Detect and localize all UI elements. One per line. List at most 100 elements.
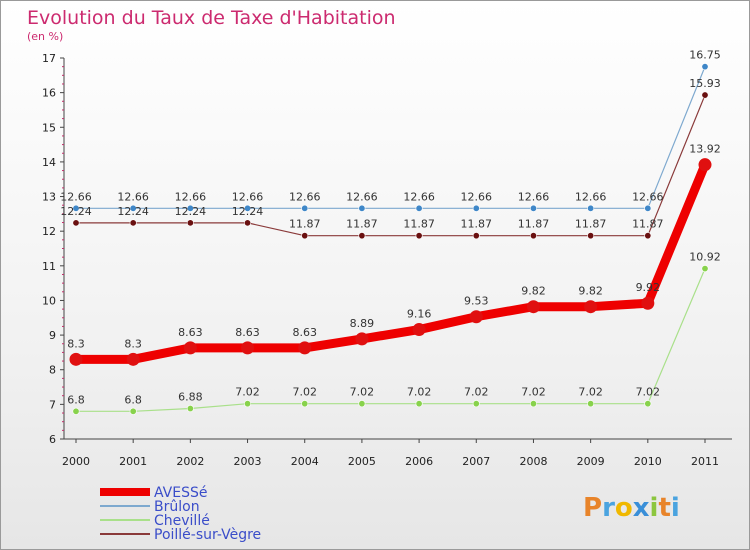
series-point-2 (358, 400, 366, 408)
x-tick-label: 2007 (462, 455, 490, 468)
series-point-0 (298, 341, 312, 355)
series-point-1 (472, 204, 480, 212)
data-label-2: 7.02 (578, 386, 603, 399)
series-point-2 (244, 400, 252, 408)
y-tick-label: 7 (49, 398, 56, 411)
x-tick-label: 2011 (691, 455, 719, 468)
series-point-3 (72, 219, 80, 227)
series-point-1 (701, 63, 709, 71)
series-point-0 (698, 158, 712, 172)
data-label-0: 13.92 (689, 143, 721, 156)
series-point-2 (472, 400, 480, 408)
x-tick-label: 2000 (62, 455, 90, 468)
series-point-1 (244, 204, 252, 212)
data-label-2: 7.02 (235, 386, 260, 399)
legend-label-0: AVESSé (154, 485, 208, 501)
series-point-2 (529, 400, 537, 408)
series-point-2 (301, 400, 309, 408)
data-label-2: 10.92 (689, 251, 721, 264)
series-point-1 (415, 204, 423, 212)
x-tick-label: 2001 (119, 455, 147, 468)
y-tick-label: 17 (42, 52, 56, 65)
legend-label-2: Chevillé (154, 513, 210, 529)
data-label-3: 11.87 (403, 218, 435, 231)
y-tick-label: 14 (42, 156, 56, 169)
series-point-1 (72, 204, 80, 212)
series-point-3 (244, 219, 252, 227)
x-tick-label: 2002 (176, 455, 204, 468)
x-tick-label: 2010 (634, 455, 662, 468)
series-point-0 (241, 341, 255, 355)
data-label-0: 9.53 (464, 295, 489, 308)
data-label-2: 7.02 (464, 386, 489, 399)
series-point-3 (529, 232, 537, 240)
data-label-0: 8.89 (350, 317, 375, 330)
series-line-2 (75, 267, 706, 412)
data-label-1: 12.66 (461, 190, 493, 203)
data-label-2: 7.02 (292, 386, 317, 399)
data-label-3: 11.87 (461, 218, 493, 231)
data-label-0: 9.82 (521, 285, 546, 298)
series-point-3 (587, 232, 595, 240)
data-label-0: 8.3 (67, 337, 85, 350)
series-line-1 (75, 66, 706, 209)
data-label-0: 9.16 (407, 308, 432, 321)
data-label-3: 11.87 (518, 218, 550, 231)
series-point-0 (584, 300, 598, 314)
x-tick-label: 2005 (348, 455, 376, 468)
y-tick-label: 10 (42, 294, 56, 307)
x-tick-label: 2003 (234, 455, 262, 468)
data-label-3: 11.87 (289, 218, 321, 231)
data-label-0: 9.92 (636, 281, 661, 294)
x-tick-label: 2009 (577, 455, 605, 468)
y-tick-label: 6 (49, 433, 56, 446)
series-point-3 (358, 232, 366, 240)
series-point-0 (469, 310, 483, 324)
series-layer (69, 63, 712, 415)
series-line-0 (71, 160, 710, 364)
series-point-1 (358, 204, 366, 212)
data-label-1: 12.66 (60, 190, 92, 203)
legend-label-3: Poillé-sur-Vègre (154, 527, 261, 543)
data-labels-layer: 8.3 8.3 8.63 8.63 8.63 8.89 9.16 9.53 9.82 9.82 9.… (60, 49, 721, 407)
svg-text:Proxiti: Proxiti (583, 493, 680, 523)
data-label-1: 12.66 (632, 190, 664, 203)
data-label-1: 12.66 (518, 190, 550, 203)
data-label-1: 12.66 (346, 190, 378, 203)
x-tick-label: 2006 (405, 455, 433, 468)
data-label-3: 15.93 (689, 77, 721, 90)
series-point-0 (526, 300, 540, 314)
series-point-2 (415, 400, 423, 408)
y-tick-label: 11 (42, 260, 56, 273)
data-label-2: 7.02 (350, 386, 375, 399)
y-tick-label: 15 (42, 121, 56, 134)
proxiti-logo: Proxiti (583, 493, 680, 523)
chart-y-axis-label: (en %) (27, 30, 63, 43)
series-point-1 (186, 204, 194, 212)
series-point-3 (415, 232, 423, 240)
series-point-1 (301, 204, 309, 212)
data-label-3: 12.24 (232, 205, 264, 218)
chart-title: Evolution du Taux de Taxe d'Habitation (27, 7, 396, 29)
data-label-0: 8.63 (178, 326, 203, 339)
data-label-3: 11.87 (346, 218, 378, 231)
data-label-2: 6.88 (178, 391, 203, 404)
data-label-3: 12.24 (60, 205, 92, 218)
data-label-2: 7.02 (407, 386, 432, 399)
series-point-0 (126, 352, 140, 366)
data-label-1: 12.66 (289, 190, 321, 203)
data-label-3: 12.24 (117, 205, 149, 218)
axes: 6 7 8 9 10 11 12 13 14 15 16 17 2000 2001 2002 2003 2004… (42, 52, 732, 468)
data-label-0: 9.82 (578, 285, 603, 298)
x-tick-label: 2004 (291, 455, 319, 468)
data-label-3: 11.87 (575, 218, 607, 231)
series-point-3 (701, 91, 709, 99)
y-tick-label: 12 (42, 225, 56, 238)
series-line-3 (75, 94, 706, 237)
series-point-2 (129, 407, 137, 415)
series-point-2 (587, 400, 595, 408)
y-tick-label: 9 (49, 329, 56, 342)
series-point-3 (301, 232, 309, 240)
